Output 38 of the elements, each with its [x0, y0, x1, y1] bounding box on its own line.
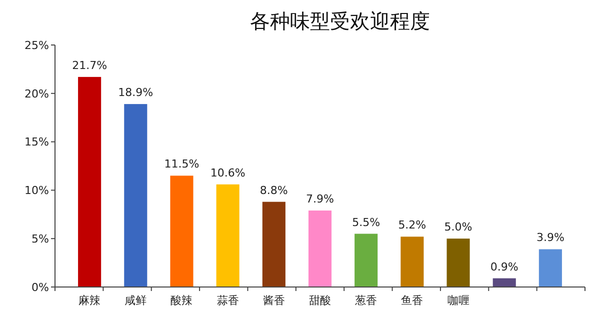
data-label: 0.9%: [490, 260, 518, 274]
data-label: 5.0%: [444, 220, 472, 234]
x-tick-label: 麻辣: [78, 294, 101, 307]
data-label: 10.6%: [210, 166, 246, 180]
bar: [124, 104, 148, 287]
x-tick-label: 咸鲜: [124, 294, 147, 307]
x-tick-label: 甜酸: [309, 294, 331, 307]
x-tick-label: 酸辣: [170, 294, 193, 307]
bar: [538, 249, 562, 287]
bar: [354, 234, 378, 287]
bar: [492, 278, 516, 287]
data-label: 3.9%: [536, 231, 564, 244]
data-label: 7.9%: [306, 192, 334, 206]
bar: [262, 202, 286, 287]
bar: [446, 238, 470, 287]
y-tick-label: 25%: [24, 38, 49, 52]
y-tick-label: 5%: [32, 232, 49, 246]
y-tick-label: 10%: [24, 184, 49, 198]
bar: [78, 76, 102, 287]
data-label: 18.9%: [118, 86, 154, 100]
chart-title: 各种味型受欢迎程度: [250, 9, 430, 33]
y-tick-label: 15%: [24, 136, 49, 149]
data-label: 11.5%: [164, 158, 200, 171]
x-tick-label: 鱼香: [401, 294, 424, 307]
data-label: 5.5%: [352, 216, 380, 229]
data-label: 21.7%: [72, 58, 108, 72]
x-tick-label: 蒜香: [216, 294, 239, 307]
bar: [170, 176, 194, 287]
x-tick-label: 酱香: [262, 294, 285, 307]
x-tick-label: 咖喱: [447, 294, 470, 307]
x-tick-label: 葱香: [355, 294, 378, 307]
data-label: 5.2%: [398, 218, 426, 232]
bar: [216, 184, 240, 287]
data-label: 8.8%: [260, 184, 288, 197]
bar: [308, 210, 332, 287]
y-tick-label: 0%: [32, 280, 49, 294]
bar: [400, 236, 424, 287]
y-tick-label: 20%: [24, 87, 49, 100]
